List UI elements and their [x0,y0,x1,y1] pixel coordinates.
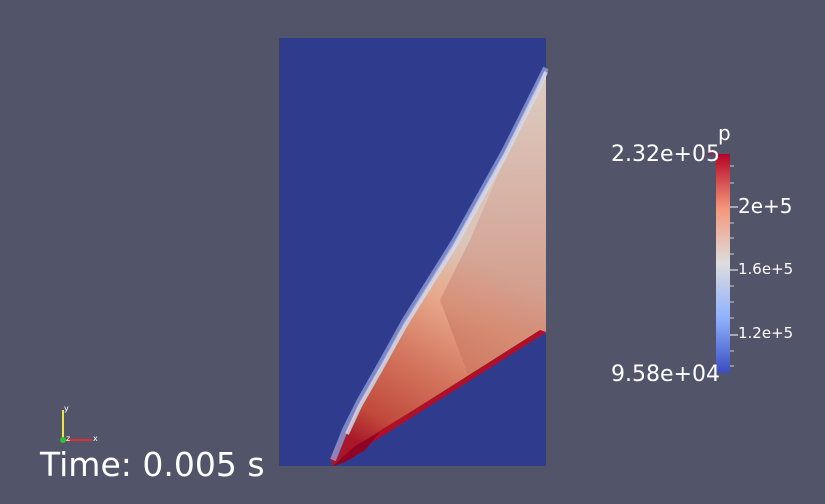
shock-front-core [345,71,548,435]
colorbar-minor-ticks [730,165,734,367]
colorbar-tick-marks [708,153,738,374]
colorbar-max-label: 2.32e+05 [611,142,720,167]
time-annotation: Time: 0.005 s [40,445,265,484]
colorbar-title: p [718,121,731,145]
z-axis-label: z [66,434,70,443]
colorbar-tick-label: 2e+5 [738,194,793,218]
z-axis-marker [60,437,66,443]
x-axis-label: x [93,434,98,443]
y-axis-label: y [64,404,69,413]
wall-peak-spot [333,432,380,466]
wedge-upper-band [440,68,546,380]
colorbar-tick-label: 1.6e+5 [738,260,794,278]
colorbar-gradient [716,154,730,373]
orientation-axes-triad: x y z [60,404,98,443]
colorbar-tick-label: 1.2e+5 [738,324,794,342]
colorbar-min-label: 9.58e+04 [611,362,720,387]
shock-front [330,66,549,462]
wall-high-pressure-strip [334,330,546,466]
